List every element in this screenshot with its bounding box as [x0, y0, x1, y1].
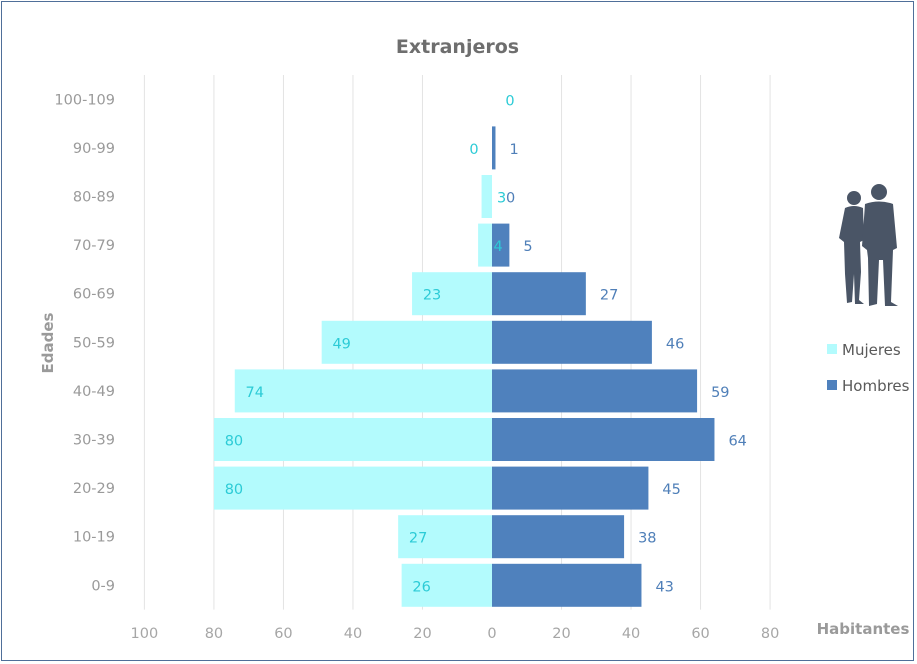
- data-label-hombres: 0: [506, 191, 515, 207]
- bar-hombres-0-9: [492, 563, 642, 607]
- bar-hombres-40-49: [492, 369, 698, 413]
- bars: [213, 126, 715, 607]
- y-tick-label: 100-109: [54, 92, 115, 108]
- x-tick-label: 80: [205, 626, 223, 642]
- bar-mujeres-0-9: [401, 563, 492, 607]
- x-tick-label: 40: [344, 626, 362, 642]
- data-label-mujeres: 23: [423, 288, 441, 304]
- y-tick-labels: 0-9 10-19 20-29 30-39 40-49 50-59 60-69 70-79 80…: [54, 92, 115, 594]
- y-tick-label: 0-9: [91, 578, 115, 594]
- data-label-hombres: 59: [711, 385, 729, 401]
- data-label-hombres: 46: [666, 336, 684, 352]
- x-tick-label: 100: [131, 626, 159, 642]
- legend-swatch-hombres: [827, 380, 837, 390]
- x-tick-label: 80: [761, 626, 779, 642]
- data-label-hombres: 27: [600, 288, 618, 304]
- y-tick-label: 90-99: [73, 141, 115, 157]
- legend-swatch-mujeres: [827, 344, 837, 354]
- bar-mujeres-10-19: [398, 515, 492, 559]
- chart-title: Extranjeros: [395, 36, 520, 58]
- y-tick-label: 60-69: [73, 287, 115, 303]
- data-label-mujeres: 74: [246, 385, 264, 401]
- bar-mujeres-80-89: [481, 175, 492, 218]
- data-label-mujeres: 80: [225, 434, 243, 450]
- y-tick-label: 30-39: [73, 433, 115, 449]
- data-label-mujeres: 0: [469, 142, 478, 158]
- data-label-hombres: 45: [662, 482, 680, 498]
- x-tick-labels: 100 80 60 40 20 0 20 40 60 80: [131, 626, 780, 642]
- people-silhouette-icon: [839, 184, 898, 306]
- x-tick-label: 20: [552, 626, 570, 642]
- bar-mujeres-60-69: [412, 272, 492, 316]
- bar-hombres-30-39: [492, 418, 715, 461]
- y-tick-label: 80-89: [73, 190, 115, 206]
- y-tick-label: 70-79: [73, 238, 115, 254]
- bar-mujeres-30-39: [213, 418, 493, 461]
- bar-mujeres-70-79: [478, 223, 492, 267]
- data-label-mujeres: 0: [505, 93, 514, 109]
- data-label-mujeres: 3: [497, 191, 506, 207]
- y-tick-label: 40-49: [73, 384, 115, 400]
- y-tick-label: 50-59: [73, 335, 115, 351]
- legend-label-hombres: Hombres: [842, 377, 910, 395]
- bar-mujeres-50-59: [321, 320, 492, 364]
- bar-hombres-50-59: [492, 320, 652, 364]
- bar-hombres-60-69: [492, 272, 586, 316]
- data-label-mujeres: 26: [412, 579, 430, 595]
- data-label-mujeres: 49: [332, 336, 350, 352]
- data-label-mujeres: 4: [493, 239, 502, 255]
- x-tick-label: 0: [487, 626, 496, 642]
- x-axis-title: Habitantes: [817, 620, 910, 638]
- x-tick-label: 20: [413, 626, 431, 642]
- x-tick-label: 60: [691, 626, 709, 642]
- data-label-hombres: 38: [638, 531, 656, 547]
- bar-hombres-90-99: [492, 126, 496, 170]
- data-label-hombres: 64: [728, 434, 746, 450]
- bar-hombres-20-29: [492, 466, 649, 510]
- x-tick-label: 60: [274, 626, 292, 642]
- data-label-mujeres: 27: [409, 531, 427, 547]
- data-label-mujeres: 80: [225, 482, 243, 498]
- legend: Mujeres Hombres: [827, 341, 910, 395]
- bar-hombres-70-79: [492, 223, 510, 267]
- bar-mujeres-40-49: [234, 369, 492, 413]
- data-label-hombres: 5: [523, 239, 532, 255]
- bar-mujeres-20-29: [213, 466, 493, 510]
- y-tick-label: 10-19: [73, 530, 115, 546]
- y-axis-title: Edades: [39, 312, 57, 373]
- bar-hombres-10-19: [492, 515, 625, 559]
- y-tick-label: 20-29: [73, 481, 115, 497]
- data-label-hombres: 1: [509, 142, 518, 158]
- legend-label-mujeres: Mujeres: [842, 341, 901, 359]
- data-label-hombres: 43: [655, 579, 673, 595]
- x-tick-label: 40: [622, 626, 640, 642]
